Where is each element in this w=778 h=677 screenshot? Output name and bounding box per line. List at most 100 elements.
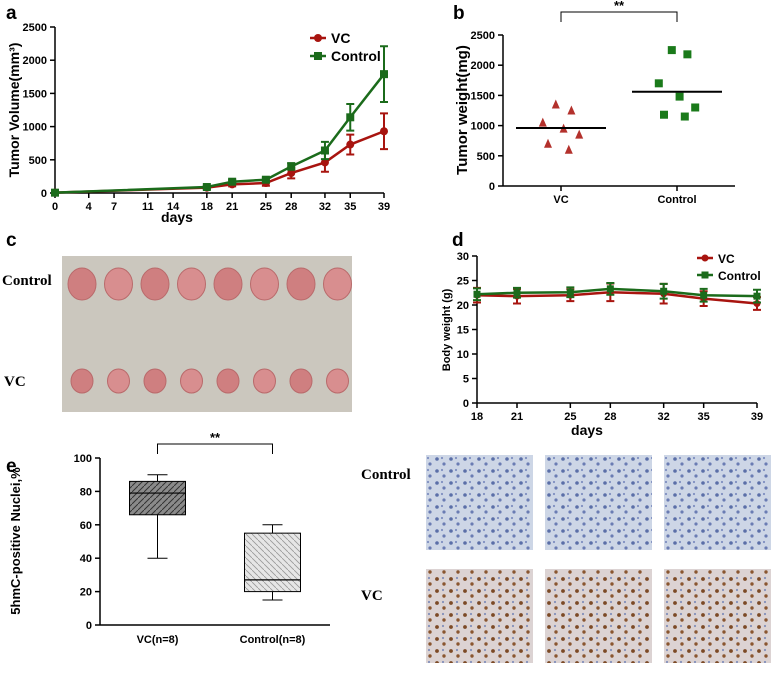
marker	[346, 140, 355, 149]
row-label: VC	[4, 374, 26, 390]
x-tick-label: 0	[52, 201, 58, 213]
marker	[320, 146, 329, 155]
micrograph	[664, 569, 771, 663]
marker	[683, 50, 692, 59]
marker	[680, 112, 689, 121]
x-tick-label: 14	[167, 201, 180, 213]
x-tick-label: 39	[378, 201, 390, 213]
micrograph	[664, 455, 771, 550]
x-tick-label: 28	[285, 201, 297, 213]
x-tick-label: 21	[511, 411, 523, 423]
x-tick-label: VC(n=8)	[137, 634, 179, 646]
marker	[654, 79, 663, 88]
marker	[660, 287, 668, 295]
y-tick-label: 2000	[23, 55, 47, 67]
y-axis-label: Body weight (g)	[441, 288, 453, 371]
y-tick-label: 1000	[23, 122, 47, 134]
y-tick-label: 100	[74, 453, 92, 465]
box	[244, 532, 301, 593]
marker	[380, 70, 388, 79]
legend-label: Control	[331, 48, 381, 64]
y-axis-label: Tumor weight(mg)	[454, 45, 471, 175]
panel-label: d	[452, 230, 464, 251]
y-tick-label: 0	[489, 181, 495, 193]
legend-marker	[314, 34, 322, 42]
marker	[287, 169, 296, 178]
significance-bracket	[157, 443, 273, 454]
tumors	[67, 267, 352, 394]
y-tick-label: 1000	[471, 121, 495, 133]
tumor	[289, 368, 313, 394]
legend-label: VC	[331, 30, 350, 46]
tumor	[323, 267, 352, 301]
micrograph	[426, 455, 533, 550]
x-axis-label: days	[571, 422, 603, 438]
tumor	[70, 368, 94, 394]
tumor	[326, 368, 349, 394]
y-tick-label: 2500	[23, 22, 47, 34]
x-tick-label: 28	[604, 411, 616, 423]
marker	[575, 129, 584, 139]
panel-label: a	[6, 3, 17, 24]
significance: **	[614, 0, 625, 13]
y-tick-label: 25	[457, 276, 469, 288]
marker	[51, 188, 59, 197]
micrograph	[545, 455, 652, 550]
significance-bracket	[560, 11, 678, 22]
tumor	[216, 368, 240, 394]
row-label: VC	[361, 588, 383, 604]
tumor	[253, 368, 276, 394]
y-tick-label: 500	[29, 155, 47, 167]
x-tick-label: 35	[698, 411, 710, 423]
panel-label: e	[6, 456, 17, 477]
tumor	[177, 267, 206, 301]
marker	[380, 127, 388, 136]
tumor	[107, 368, 130, 394]
panel-label: c	[6, 230, 17, 251]
x-tick-label: VC	[553, 194, 568, 206]
x-tick-label: 4	[86, 201, 93, 213]
tumor	[250, 267, 279, 301]
y-tick-label: 30	[457, 251, 469, 263]
marker	[675, 92, 684, 101]
tumor	[67, 267, 97, 301]
micrograph	[426, 569, 533, 663]
y-tick-label: 20	[457, 300, 469, 312]
x-tick-label: 25	[564, 411, 576, 423]
x-tick-label: 11	[142, 201, 154, 213]
y-tick-label: 60	[80, 520, 92, 532]
marker	[551, 99, 560, 109]
tumor	[140, 267, 170, 301]
y-tick-label: 1500	[471, 90, 495, 102]
y-tick-label: 15	[457, 325, 469, 337]
marker	[261, 175, 270, 184]
y-tick-label: 2500	[471, 30, 495, 42]
marker	[473, 290, 481, 298]
panel-label: b	[453, 3, 465, 24]
legend-label: Control	[718, 269, 761, 283]
y-tick-label: 5	[463, 374, 469, 386]
tumor	[286, 267, 316, 301]
row-label: Control	[361, 467, 411, 483]
x-tick-label: 25	[260, 201, 272, 213]
y-tick-label: 40	[80, 553, 92, 565]
x-tick-label: 18	[471, 411, 483, 423]
marker	[544, 138, 552, 148]
micrographs	[426, 455, 771, 663]
marker	[202, 183, 211, 192]
tumor	[180, 368, 203, 394]
micrograph	[545, 569, 652, 663]
marker	[753, 292, 761, 300]
tumor	[104, 267, 133, 301]
marker	[567, 105, 576, 115]
y-axis-label: Tumor Volume(mm³)	[6, 43, 22, 178]
marker	[320, 158, 329, 167]
x-tick-label: 7	[111, 201, 117, 213]
y-tick-label: 0	[86, 620, 92, 632]
tumor	[213, 267, 243, 301]
row-label: Control	[2, 273, 52, 289]
tumor	[143, 368, 167, 394]
x-tick-label: 18	[201, 201, 213, 213]
marker	[606, 285, 614, 293]
